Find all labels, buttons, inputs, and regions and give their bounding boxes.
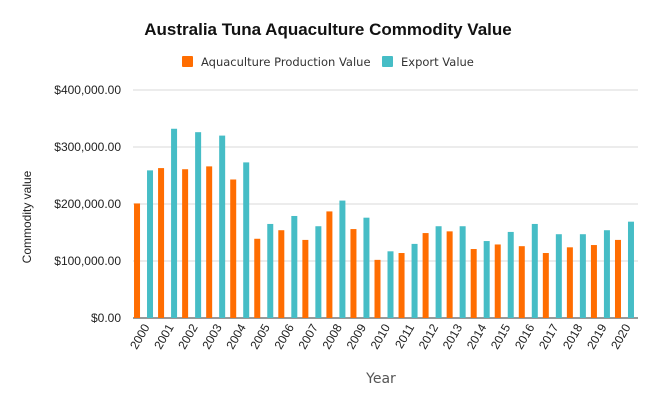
- x-tick-label: 2018: [560, 321, 586, 351]
- bar-production-2002: [182, 169, 189, 318]
- x-tick-label: 2004: [223, 321, 249, 351]
- x-tick-label: 2016: [512, 321, 538, 351]
- legend-label-export: Export Value: [401, 55, 474, 69]
- bar-production-2015: [494, 244, 501, 318]
- bar-export-2017: [555, 234, 562, 318]
- legend-swatch-export: [382, 56, 393, 67]
- bar-export-2003: [219, 135, 226, 318]
- x-tick-label: 2015: [488, 321, 514, 351]
- bar-production-2009: [350, 229, 357, 318]
- x-tick-label: 2007: [295, 321, 321, 351]
- bar-export-2018: [579, 234, 586, 318]
- y-tick-label: $300,000.00: [54, 140, 121, 154]
- bars: [134, 128, 634, 318]
- bar-export-2012: [435, 226, 442, 318]
- bar-production-2004: [230, 179, 237, 318]
- bar-production-2000: [134, 203, 141, 318]
- bar-export-2016: [531, 223, 538, 318]
- bar-export-2015: [507, 231, 514, 318]
- x-tick-label: 2008: [320, 321, 346, 351]
- x-tick-label: 2005: [247, 321, 273, 351]
- bar-export-2006: [291, 215, 298, 318]
- bar-export-2007: [315, 226, 322, 318]
- bar-production-2020: [614, 239, 621, 318]
- x-tick-label: 2009: [344, 321, 370, 351]
- x-tick-label: 2001: [151, 321, 177, 351]
- y-axis-ticks: $0.00 $100,000.00 $200,000.00 $300,000.00 $4…: [54, 83, 121, 325]
- x-tick-label: 2012: [416, 321, 442, 351]
- legend: Aquaculture Production Value Export Valu…: [182, 55, 474, 69]
- bar-export-2004: [243, 162, 250, 318]
- bar-production-2018: [566, 247, 573, 318]
- x-tick-label: 2003: [199, 321, 225, 351]
- bar-production-2014: [470, 249, 477, 318]
- bar-production-2007: [302, 239, 309, 318]
- x-tick-label: 2010: [368, 321, 394, 351]
- gridlines: [133, 89, 638, 319]
- bar-export-2014: [483, 241, 490, 318]
- bar-production-2019: [590, 245, 597, 318]
- bar-export-2013: [459, 226, 466, 318]
- bar-export-2010: [387, 251, 394, 318]
- bar-production-2005: [254, 238, 261, 318]
- y-tick-label: $400,000.00: [54, 83, 121, 97]
- bar-production-2016: [518, 246, 525, 318]
- bar-production-2012: [422, 233, 429, 318]
- y-tick-label: $200,000.00: [54, 197, 121, 211]
- bar-production-2011: [398, 253, 405, 318]
- bar-export-2019: [603, 230, 610, 318]
- bar-export-2001: [171, 128, 178, 318]
- bar-export-2000: [147, 170, 154, 318]
- bar-export-2011: [411, 243, 418, 318]
- x-tick-label: 2011: [392, 321, 417, 351]
- bar-production-2001: [158, 168, 165, 318]
- x-tick-label: 2017: [536, 321, 562, 351]
- y-axis-label: Commodity value: [20, 170, 34, 263]
- bar-production-2017: [542, 253, 549, 318]
- bar-production-2013: [446, 231, 453, 318]
- x-axis-ticks: 2000200120022003200420052006200720082009…: [127, 321, 634, 351]
- legend-swatch-production: [182, 56, 193, 67]
- x-axis-label: Year: [365, 371, 396, 387]
- bar-export-2020: [627, 221, 634, 318]
- chart-title: Australia Tuna Aquaculture Commodity Val…: [144, 20, 511, 39]
- x-tick-label: 2000: [127, 321, 153, 351]
- y-tick-label: $0.00: [91, 311, 121, 325]
- x-tick-label: 2006: [271, 321, 297, 351]
- x-tick-label: 2013: [440, 321, 466, 351]
- y-tick-label: $100,000.00: [54, 254, 121, 268]
- bar-export-2002: [195, 132, 202, 318]
- bar-production-2003: [206, 166, 213, 318]
- bar-production-2010: [374, 259, 381, 318]
- bar-export-2009: [363, 217, 370, 318]
- x-tick-label: 2020: [608, 321, 634, 351]
- legend-label-production: Aquaculture Production Value: [201, 55, 371, 69]
- bar-export-2005: [267, 223, 274, 318]
- x-tick-label: 2019: [584, 321, 610, 351]
- bar-production-2006: [278, 230, 285, 318]
- bar-production-2008: [326, 211, 333, 318]
- x-tick-label: 2014: [464, 321, 490, 351]
- x-tick-label: 2002: [175, 321, 201, 351]
- bar-export-2008: [339, 200, 346, 318]
